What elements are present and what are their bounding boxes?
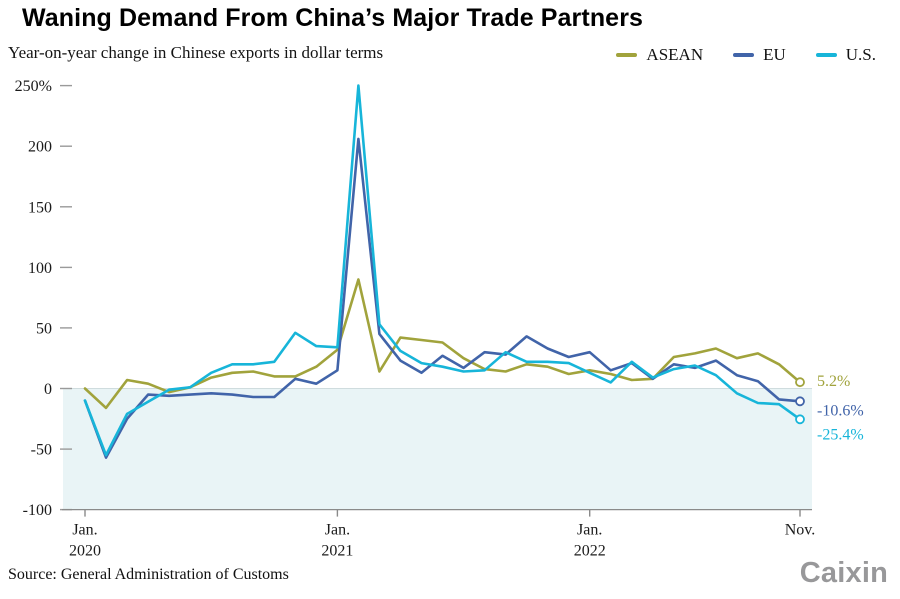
y-tick-label: 100 xyxy=(28,260,52,277)
y-tick-label: -50 xyxy=(31,442,52,459)
x-tick-year: 2020 xyxy=(69,543,101,560)
x-tick-label: Nov. xyxy=(785,522,816,539)
caixin-logo: Caixin xyxy=(799,557,888,589)
y-tick-label: 150 xyxy=(28,199,52,216)
chart-svg: 250% 200 150 100 50 0 -50 -100 Jan. 2020 Jan. 2021 J… xyxy=(15,78,864,560)
legend-label-us: U.S. xyxy=(845,45,876,64)
x-tick-label: Jan. xyxy=(577,522,602,539)
asean-end-label: 5.2% xyxy=(817,373,850,390)
x-tick-label: Jan. xyxy=(325,522,350,539)
eu-end-marker xyxy=(795,396,805,407)
legend-item-us: U.S. xyxy=(815,45,876,65)
legend: ASEAN EU U.S. xyxy=(616,45,876,65)
y-tick-label: -100 xyxy=(23,502,52,519)
eu-line xyxy=(83,137,802,459)
legend-item-eu: EU xyxy=(733,45,786,65)
chart-subtitle: Year-on-year change in Chinese exports i… xyxy=(8,43,384,62)
chart-title: Waning Demand From China’s Major Trade P… xyxy=(22,4,644,32)
us-end-label: -25.4% xyxy=(817,426,864,443)
us-end-marker xyxy=(795,414,805,425)
us-line xyxy=(83,84,802,457)
asean-line xyxy=(83,278,802,410)
asean-end-marker xyxy=(795,377,805,388)
y-tick-label: 50 xyxy=(36,320,52,337)
legend-marker-eu xyxy=(733,53,755,57)
below-zero-band xyxy=(63,388,812,510)
legend-marker-us xyxy=(815,53,837,57)
y-tick-label: 200 xyxy=(28,139,52,156)
legend-label-eu: EU xyxy=(763,45,786,64)
source-note: Source: General Administration of Custom… xyxy=(8,566,289,583)
x-tick-label: Jan. xyxy=(72,522,97,539)
x-tick-year: 2022 xyxy=(574,543,606,560)
y-tick-label: 0 xyxy=(44,381,52,398)
eu-end-label: -10.6% xyxy=(817,402,864,419)
x-tick-year: 2021 xyxy=(321,543,353,560)
y-tick-label: 250% xyxy=(15,78,52,95)
legend-label-asean: ASEAN xyxy=(646,45,704,64)
legend-item-asean: ASEAN xyxy=(616,45,703,65)
legend-marker-asean xyxy=(616,53,638,57)
